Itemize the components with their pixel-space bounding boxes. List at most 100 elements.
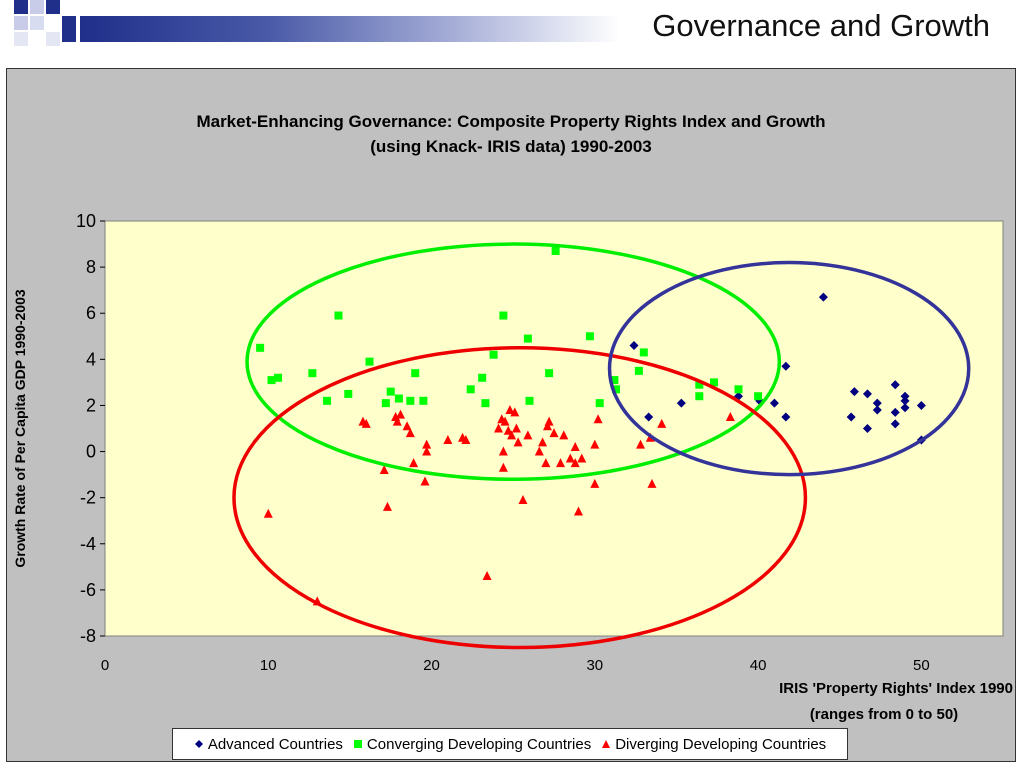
converging-point bbox=[634, 366, 643, 375]
diverging-point bbox=[263, 508, 273, 518]
decor-square bbox=[14, 16, 28, 30]
converging-point bbox=[551, 246, 560, 255]
diverging-point bbox=[422, 446, 432, 456]
converging-point bbox=[394, 394, 403, 403]
legend-label-diverging: Diverging Developing Countries bbox=[615, 735, 827, 753]
diverging-point bbox=[573, 506, 583, 516]
advanced-point bbox=[781, 412, 791, 422]
diverging-point bbox=[420, 476, 430, 486]
advanced-point bbox=[900, 403, 910, 413]
diverging-point bbox=[482, 571, 492, 581]
group-ellipse bbox=[607, 260, 971, 477]
y-axis-label: Growth Rate of Per Capita GDP 1990-2003 bbox=[12, 289, 28, 567]
converging-point bbox=[386, 387, 395, 396]
diverging-point bbox=[636, 439, 646, 449]
legend-item-advanced: Advanced Countries bbox=[194, 736, 343, 753]
converging-point bbox=[734, 385, 743, 394]
converging-point bbox=[695, 392, 704, 401]
converging-point bbox=[545, 369, 554, 378]
diamond-marker-icon bbox=[194, 736, 204, 753]
diverging-point bbox=[523, 430, 533, 440]
diverging-point bbox=[422, 439, 432, 449]
triangle-marker-icon bbox=[601, 736, 611, 753]
x-tick-label: 20 bbox=[423, 657, 440, 674]
diverging-point bbox=[577, 453, 587, 463]
legend-label-advanced: Advanced Countries bbox=[207, 735, 343, 753]
converging-point bbox=[754, 392, 763, 401]
y-tick-label: 0 bbox=[86, 442, 96, 462]
y-tick-label: -4 bbox=[80, 534, 96, 554]
y-tick-label: 2 bbox=[86, 395, 96, 415]
group-ellipse bbox=[245, 242, 782, 481]
decor-square bbox=[62, 16, 76, 42]
diverging-point bbox=[510, 407, 520, 417]
diverging-point bbox=[513, 437, 523, 447]
advanced-point bbox=[629, 341, 639, 350]
diverging-point bbox=[559, 430, 569, 440]
y-tick-label: 4 bbox=[86, 349, 96, 369]
converging-point bbox=[710, 378, 719, 387]
x-axis-label-line1: IRIS 'Property Rights' Index 1990 bbox=[779, 680, 1013, 697]
y-tick-label: 6 bbox=[86, 303, 96, 323]
x-tick-label: 30 bbox=[586, 657, 603, 674]
diverging-point bbox=[402, 421, 412, 431]
diverging-point bbox=[379, 465, 389, 474]
converging-point bbox=[525, 396, 534, 405]
diverging-point bbox=[570, 441, 580, 451]
diverging-point bbox=[534, 446, 544, 456]
diverging-point bbox=[647, 478, 657, 488]
converging-point bbox=[523, 334, 532, 343]
converging-point bbox=[406, 396, 415, 405]
x-tick-label: 40 bbox=[750, 657, 767, 674]
decor-square bbox=[14, 32, 28, 46]
decor-square bbox=[30, 16, 44, 30]
y-tick-label: -2 bbox=[80, 488, 96, 508]
advanced-point bbox=[872, 405, 882, 415]
converging-point bbox=[419, 396, 428, 405]
diverging-point bbox=[657, 418, 667, 428]
diverging-point bbox=[538, 437, 548, 447]
legend-item-diverging: Diverging Developing Countries bbox=[601, 736, 826, 753]
diverging-point bbox=[570, 458, 580, 468]
y-tick-label: 8 bbox=[86, 257, 96, 277]
converging-point bbox=[308, 369, 317, 378]
advanced-point bbox=[862, 389, 872, 399]
advanced-point bbox=[676, 398, 686, 408]
legend-item-converging: Converging Developing Countries bbox=[353, 736, 591, 753]
advanced-point bbox=[846, 412, 856, 422]
diverging-point bbox=[511, 423, 521, 433]
chart-title: Market-Enhancing Governance: Composite P… bbox=[196, 112, 826, 131]
y-tick-label: 10 bbox=[76, 211, 96, 231]
converging-point bbox=[267, 376, 276, 385]
diverging-point bbox=[507, 430, 517, 440]
converging-point bbox=[595, 399, 604, 408]
y-tick-label: -8 bbox=[80, 626, 96, 646]
converging-point bbox=[344, 389, 353, 398]
advanced-point bbox=[890, 419, 900, 429]
diverging-point bbox=[518, 494, 528, 504]
diverging-point bbox=[498, 462, 508, 472]
advanced-point bbox=[781, 361, 791, 371]
diverging-point bbox=[500, 416, 510, 426]
decor-square bbox=[30, 0, 44, 14]
x-tick-label: 50 bbox=[913, 657, 930, 674]
converging-point bbox=[481, 399, 490, 408]
chart-subtitle: (using Knack- IRIS data) 1990-2003 bbox=[370, 137, 652, 156]
advanced-point bbox=[769, 398, 779, 408]
y-tick-label: -6 bbox=[80, 580, 96, 600]
chart-legend: Advanced Countries Converging Developing… bbox=[172, 728, 848, 760]
converging-point bbox=[256, 343, 265, 352]
diverging-point bbox=[549, 428, 559, 438]
diverging-point bbox=[542, 421, 552, 431]
group-ellipse bbox=[232, 346, 808, 650]
decor-square bbox=[46, 32, 60, 46]
diverging-point bbox=[590, 439, 600, 449]
converging-point bbox=[274, 373, 283, 382]
advanced-point bbox=[849, 387, 859, 397]
advanced-point bbox=[900, 396, 910, 406]
slide-title: Governance and Growth bbox=[652, 8, 990, 43]
converging-point bbox=[610, 376, 619, 385]
diverging-point bbox=[541, 458, 551, 468]
diverging-point bbox=[556, 458, 566, 468]
